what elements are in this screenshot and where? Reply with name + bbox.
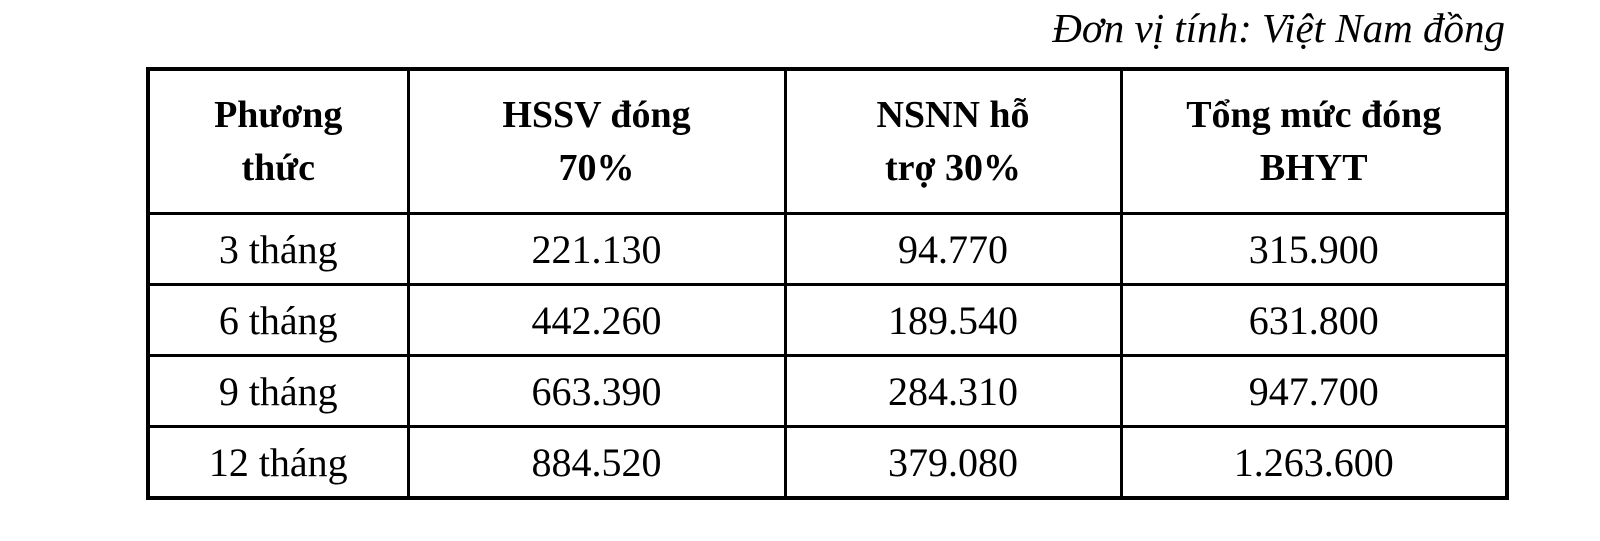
header-line-2: thức	[241, 146, 315, 189]
cell-hssv-amount: 221.130	[406, 212, 787, 286]
cell-period: 3 tháng	[146, 212, 410, 286]
header-line-1: Phương	[214, 94, 343, 137]
cell-nsnn-amount: 284.310	[783, 354, 1123, 428]
cell-nsnn-amount: 189.540	[783, 283, 1123, 357]
cell-total-amount: 947.700	[1119, 354, 1509, 428]
cell-total-amount: 1.263.600	[1119, 425, 1509, 500]
cell-period: 9 tháng	[146, 354, 410, 428]
header-line-2: BHYT	[1259, 146, 1368, 189]
cell-hssv-amount: 884.520	[406, 425, 787, 500]
table-row-6-thang: 6 tháng 442.260 189.540 631.800	[146, 283, 1509, 357]
header-line-1: NSNN hỗ	[876, 94, 1030, 137]
column-header-total-bhyt: Tổng mức đóng BHYT	[1119, 67, 1509, 215]
header-line-1: HSSV đóng	[502, 94, 691, 137]
column-header-payment-method: Phương thức	[146, 67, 410, 215]
header-line-2: trợ 30%	[884, 146, 1022, 189]
table-row-9-thang: 9 tháng 663.390 284.310 947.700	[146, 354, 1509, 428]
table-row-12-thang: 12 tháng 884.520 379.080 1.263.600	[146, 425, 1509, 500]
header-line-1: Tổng mức đóng	[1186, 94, 1442, 137]
cell-total-amount: 631.800	[1119, 283, 1509, 357]
cell-nsnn-amount: 379.080	[783, 425, 1123, 500]
column-header-hssv-70: HSSV đóng 70%	[406, 67, 787, 215]
header-row: Phương thức HSSV đóng 70% NSNN hỗ trợ 30…	[146, 67, 1509, 215]
cell-period: 12 tháng	[146, 425, 410, 500]
cell-hssv-amount: 442.260	[406, 283, 787, 357]
cell-hssv-amount: 663.390	[406, 354, 787, 428]
table-row-3-thang: 3 tháng 221.130 94.770 315.900	[146, 212, 1509, 286]
cell-nsnn-amount: 94.770	[783, 212, 1123, 286]
cell-period: 6 tháng	[146, 283, 410, 357]
bhyt-payment-table: Phương thức HSSV đóng 70% NSNN hỗ trợ 30…	[146, 67, 1509, 500]
unit-caption: Đơn vị tính: Việt Nam đồng	[1052, 5, 1505, 51]
cell-total-amount: 315.900	[1119, 212, 1509, 286]
header-line-2: 70%	[558, 146, 635, 189]
column-header-nsnn-30: NSNN hỗ trợ 30%	[783, 67, 1123, 215]
